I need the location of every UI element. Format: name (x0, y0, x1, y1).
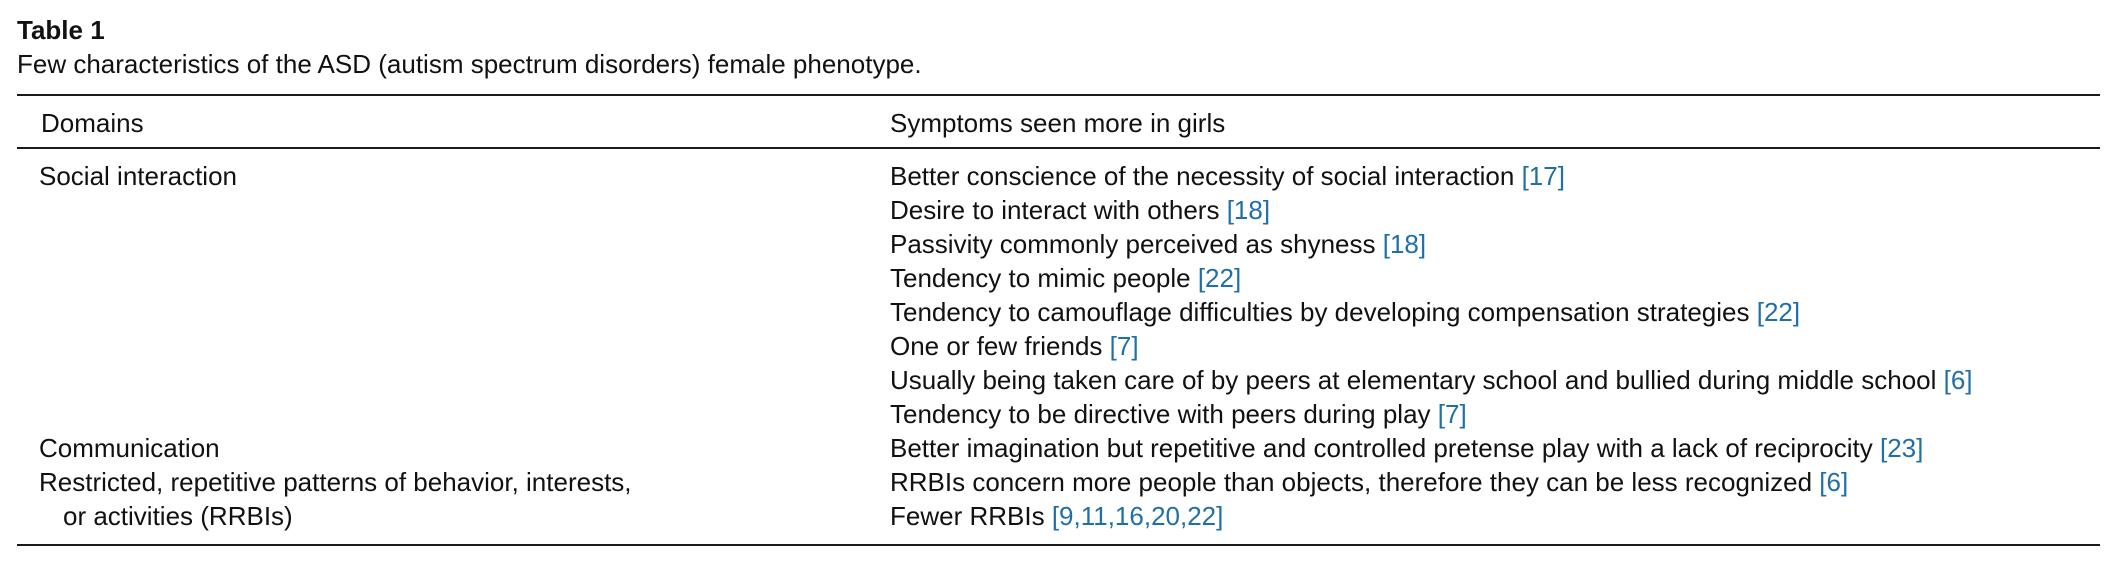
symptom-item: Fewer RRBIs [9,11,16,20,22] (890, 499, 2095, 533)
header-domains: Domains (41, 108, 144, 138)
symptom-text: Tendency to mimic people (890, 263, 1198, 293)
citation-link[interactable]: [22] (1756, 297, 1801, 327)
top-rule (17, 94, 2100, 96)
citation-link[interactable]: [23] (1879, 433, 1924, 463)
header-rule (17, 147, 2100, 149)
header-symptoms: Symptoms seen more in girls (890, 108, 1226, 138)
citation-link[interactable]: [18] (1382, 229, 1427, 259)
domain-rrbis: Restricted, repetitive patterns of behav… (39, 465, 632, 533)
citation-link[interactable]: [7] (1437, 399, 1467, 429)
symptom-text: Tendency to camouflage difficulties by d… (890, 297, 1757, 327)
domain-social-interaction: Social interaction (39, 159, 237, 193)
symptom-item: Passivity commonly perceived as shyness … (890, 227, 2095, 261)
citation-link[interactable]: [6] (1819, 467, 1849, 497)
symptom-text: Fewer RRBIs (890, 501, 1052, 531)
domain-communication: Communication (39, 431, 220, 465)
symptom-text: RRBIs concern more people than objects, … (890, 467, 1820, 497)
domain-label: Communication (39, 433, 220, 463)
symptom-item: Better imagination but repetitive and co… (890, 431, 2095, 465)
domain-label: Social interaction (39, 161, 237, 191)
symptom-item: Tendency to be directive with peers duri… (890, 397, 2095, 431)
symptom-text: Tendency to be directive with peers duri… (890, 399, 1438, 429)
symptom-item: RRBIs concern more people than objects, … (890, 465, 2095, 499)
symptom-item: Tendency to mimic people [22] (890, 261, 2095, 295)
symptom-text: Passivity commonly perceived as shyness (890, 229, 1383, 259)
domain-label-continued: or activities (RRBIs) (63, 501, 293, 531)
symptom-text: One or few friends (890, 331, 1110, 361)
bottom-rule (17, 544, 2100, 546)
domain-label: Restricted, repetitive patterns of behav… (39, 467, 632, 497)
symptom-text: Usually being taken care of by peers at … (890, 365, 1944, 395)
symptom-item: Usually being taken care of by peers at … (890, 363, 2095, 397)
table-caption: Few characteristics of the ASD (autism s… (17, 49, 922, 79)
citation-link[interactable]: [6] (1943, 365, 1973, 395)
symptom-item: Better conscience of the necessity of so… (890, 159, 2095, 193)
table-label: Table 1 (17, 15, 105, 45)
citation-link[interactable]: [17] (1521, 161, 1565, 191)
symptom-text: Desire to interact with others (890, 195, 1227, 225)
citation-link[interactable]: [9,11,16,20,22] (1051, 501, 1224, 531)
symptom-item: Tendency to camouflage difficulties by d… (890, 295, 2095, 329)
citation-link[interactable]: [18] (1226, 195, 1271, 225)
symptom-text: Better imagination but repetitive and co… (890, 433, 1880, 463)
symptom-item: Desire to interact with others [18] (890, 193, 2095, 227)
citation-link[interactable]: [7] (1109, 331, 1139, 361)
symptom-text: Better conscience of the necessity of so… (890, 161, 1522, 191)
symptom-item: One or few friends [7] (890, 329, 2095, 363)
citation-link[interactable]: [22] (1197, 263, 1242, 293)
